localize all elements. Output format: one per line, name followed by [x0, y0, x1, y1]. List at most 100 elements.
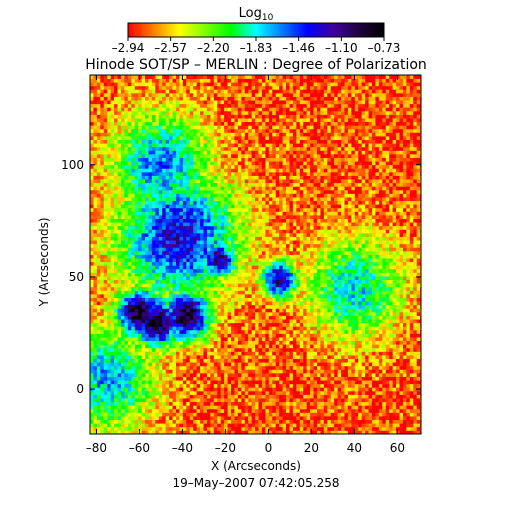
heatmap-cell [162, 182, 167, 187]
heatmap-cell [175, 78, 180, 83]
heatmap-cell [200, 326, 204, 331]
heatmap-cell [124, 419, 129, 424]
heatmap-cell [220, 358, 225, 363]
heatmap-cell [151, 161, 156, 166]
heatmap-cell [114, 286, 118, 291]
heatmap-cell [90, 369, 94, 374]
heatmap-cell [248, 372, 253, 377]
heatmap-cell [158, 193, 163, 198]
heatmap-cell [155, 340, 160, 345]
heatmap-cell [193, 268, 198, 273]
heatmap-cell [244, 383, 249, 388]
heatmap-cell [138, 197, 142, 202]
heatmap-cell [231, 179, 235, 184]
heatmap-cell [165, 146, 170, 151]
heatmap-cell [244, 100, 249, 105]
heatmap-cell [258, 430, 263, 434]
heatmap-cell [224, 175, 228, 180]
heatmap-cell [90, 143, 94, 148]
heatmap-cell [114, 398, 118, 403]
heatmap-cell [158, 207, 163, 212]
heatmap-cell [145, 161, 149, 166]
heatmap-cell [182, 344, 187, 349]
heatmap-cell [127, 89, 132, 94]
heatmap-cell [117, 125, 122, 130]
heatmap-cell [189, 308, 194, 313]
heatmap-cell [255, 311, 259, 316]
heatmap-cell [175, 225, 180, 230]
heatmap-cell [203, 118, 208, 123]
heatmap-cell [175, 247, 180, 252]
heatmap-cell [189, 311, 194, 316]
heatmap-cell [124, 297, 129, 302]
heatmap-cell [182, 322, 187, 327]
heatmap-cell [231, 211, 235, 216]
heatmap-cell [217, 329, 222, 334]
heatmap-cell [165, 153, 170, 158]
heatmap-cell [237, 157, 242, 162]
heatmap-cell [165, 340, 170, 345]
heatmap-cell [179, 92, 184, 97]
heatmap-cell [162, 258, 167, 263]
heatmap-cell [90, 189, 94, 194]
heatmap-cell [162, 401, 167, 406]
heatmap-cell [114, 146, 118, 151]
heatmap-cell [182, 405, 187, 410]
heatmap-cell [175, 139, 180, 144]
heatmap-cell [93, 319, 98, 324]
heatmap-cell [237, 380, 242, 385]
heatmap-cell [141, 268, 146, 273]
heatmap-cell [244, 85, 249, 90]
heatmap-cell [134, 322, 139, 327]
heatmap-cell [234, 179, 239, 184]
heatmap-cell [90, 128, 94, 133]
heatmap-cell [196, 276, 201, 281]
heatmap-cell [179, 103, 184, 108]
heatmap-cell [213, 125, 218, 130]
heatmap-cell [213, 401, 218, 406]
heatmap-cell [241, 344, 246, 349]
heatmap-cell [251, 412, 256, 417]
heatmap-cell [155, 247, 160, 252]
heatmap-cell [206, 340, 211, 345]
heatmap-cell [117, 207, 122, 212]
heatmap-cell [200, 390, 204, 395]
heatmap-cell [110, 139, 115, 144]
heatmap-cell [103, 268, 108, 273]
heatmap-cell [182, 311, 187, 316]
heatmap-cell [124, 362, 129, 367]
heatmap-cell [158, 204, 163, 209]
heatmap-cell [96, 319, 101, 324]
heatmap-cell [217, 136, 222, 141]
heatmap-cell [217, 164, 222, 169]
heatmap-cell [231, 218, 235, 223]
heatmap-cell [107, 383, 112, 388]
heatmap-cell [93, 136, 98, 141]
heatmap-cell [251, 92, 256, 97]
heatmap-cell [148, 125, 153, 130]
heatmap-cell [148, 261, 153, 266]
heatmap-cell [141, 146, 146, 151]
heatmap-cell [248, 286, 253, 291]
heatmap-cell [231, 344, 235, 349]
heatmap-cell [255, 107, 259, 112]
heatmap-cell [151, 175, 156, 180]
heatmap-cell [120, 290, 125, 295]
heatmap-cell [155, 229, 160, 234]
heatmap-cell [165, 423, 170, 428]
heatmap-cell [193, 75, 198, 79]
heatmap-cell [241, 293, 246, 298]
heatmap-cell [145, 308, 149, 313]
heatmap-cell [90, 197, 94, 202]
heatmap-cell [131, 293, 136, 298]
heatmap-cell [151, 329, 156, 334]
heatmap-cell [234, 85, 239, 90]
heatmap-cell [165, 401, 170, 406]
heatmap-cell [172, 164, 177, 169]
heatmap-cell [248, 272, 253, 277]
heatmap-cell [179, 268, 184, 273]
heatmap-cell [203, 297, 208, 302]
heatmap-cell [110, 279, 115, 284]
heatmap-cell [138, 204, 142, 209]
heatmap-cell [193, 333, 198, 338]
